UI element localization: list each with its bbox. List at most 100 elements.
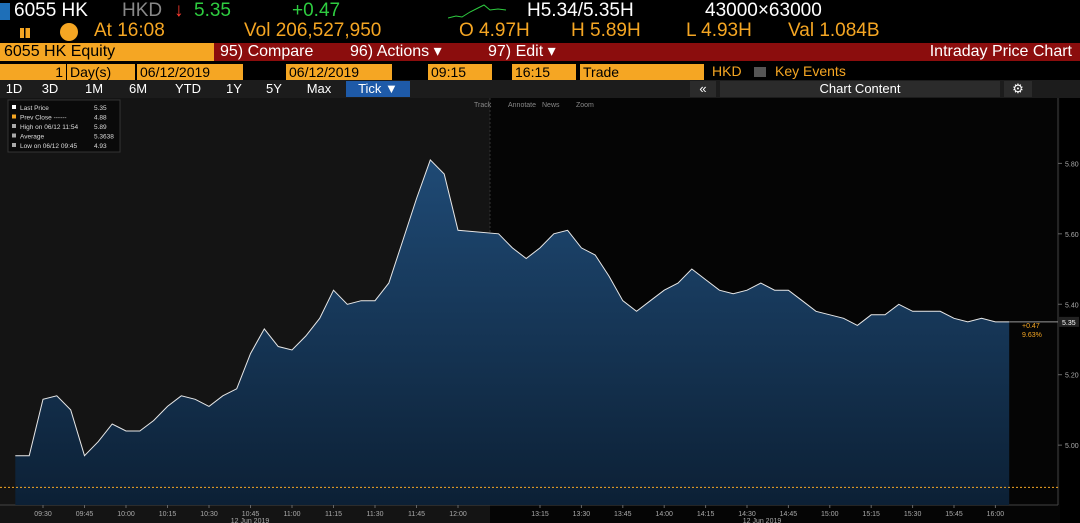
x-tick-label: 13:15 [531,511,549,518]
settings[interactable]: ⚙ [1004,81,1032,97]
legend-swatch [12,124,16,128]
chart-tool: News [542,102,560,109]
y-tick-label: 5.00 [1065,443,1079,450]
period-tab[interactable]: Tick ▼ [346,81,410,97]
legend-swatch [12,105,16,109]
x-tick-label: 11:45 [408,511,425,518]
y-tick-label: 5.60 [1065,232,1079,239]
x-tick-label: 12:00 [449,511,467,518]
price: 5.35 [194,0,231,21]
end-time[interactable]: 16:15 [512,64,576,80]
high: H 5.89H [571,20,641,41]
x-tick-label: 15:00 [821,511,839,518]
legend-value: 5.35 [94,105,107,112]
function-title: Intraday Price Chart [578,43,1080,61]
price-line [15,158,1010,457]
period-tab[interactable]: Max [306,81,332,96]
x-tick-label: 11:30 [367,511,384,518]
x-tick-label: 10:00 [117,511,135,518]
x-tick-label: 13:30 [573,511,591,518]
legend-value: 5.3638 [94,134,114,141]
chart-tool: Zoom [576,102,594,109]
checkbox[interactable] [754,67,766,77]
x-tick-label: 14:15 [697,511,715,518]
edit[interactable]: 97) Edit ▾ [482,43,578,61]
legend-swatch [12,114,16,119]
legend-label: Average [20,134,44,141]
y-tick-label: 5.20 [1065,373,1079,380]
size: 43000×63000 [705,0,822,21]
actions[interactable]: 96) Actions ▾ [344,43,482,61]
security[interactable]: 6055 HK Equity [0,43,214,61]
period-tab[interactable]: 3D [41,81,59,96]
ticker: 6055 HK [14,0,88,21]
change: +0.47 [292,0,341,21]
chart-currency: HKD [712,63,742,79]
price-area [15,159,1010,505]
y-tick-label: 5.80 [1065,161,1079,168]
legend-value: 4.93 [94,143,107,150]
end-date[interactable]: 06/12/2019 [286,64,392,80]
currency: HKD [122,0,163,21]
x-tick-label: 14:00 [655,511,673,518]
x-tick-label: 14:30 [738,511,756,518]
chart: Track Annotate News Zoom 5.00 5.20 5.40 5.60 5.8… [0,98,1079,523]
legend-label: Prev Close ------ [20,115,67,122]
sparkline [448,4,507,19]
x-tick-label: 09:45 [76,511,94,518]
x-tick-label: 11:15 [325,511,342,518]
time: At 16:08 [94,20,165,41]
pct-annotation: 9.63% [1022,332,1042,339]
period-tab[interactable]: 6M [128,81,148,96]
x-tick-label: 16:00 [987,511,1005,518]
x-tick-label: 11:00 [284,511,301,518]
x-tick-label: 14:45 [780,511,798,518]
x-tick-label: 10:30 [200,511,218,518]
days-unit[interactable]: Day(s) [67,64,135,80]
period-tab[interactable]: 1M [84,81,104,96]
x-tick-label: 15:30 [904,511,922,518]
arrow: ↓ [174,0,184,21]
indicator [0,3,10,20]
collapse[interactable]: « [690,81,716,97]
legend-label: High on 06/12 11:54 [20,124,78,131]
mode[interactable]: Trade [580,64,704,80]
last-price-tag-bg [1059,316,1079,327]
period-tab[interactable]: 1D [5,81,23,96]
start-time[interactable]: 09:15 [428,64,492,80]
legend-value: 5.89 [94,124,107,131]
compare[interactable]: 95) Compare [214,43,344,61]
date-label: 12 Jun 2019 [743,518,782,523]
bid-ask: H5.34/5.35H [527,0,634,21]
signal-icon [20,28,34,38]
x-tick-label: 15:45 [945,511,963,518]
low: L 4.93H [686,20,752,41]
chart-tool: Annotate [508,102,536,109]
x-tick-label: 13:45 [614,511,632,518]
key-events[interactable]: Key Events [775,63,846,79]
y-tick-label: 5.40 [1065,302,1079,309]
chart-tool: Track [474,102,492,109]
period-tab[interactable]: 5Y [266,81,282,96]
date-label: 12 Jun 2019 [231,518,270,523]
clock-icon[interactable] [60,23,78,41]
x-tick-label: 15:15 [862,511,880,518]
change-annotation: +0.47 [1022,323,1040,330]
legend-swatch [12,133,16,138]
legend-value: 4.88 [94,115,107,122]
days-count[interactable]: 1 [0,64,66,80]
chart-content[interactable]: Chart Content [720,81,1000,97]
period-tab[interactable]: YTD [175,81,201,96]
x-tick-label: 10:15 [159,511,177,518]
x-tick-label: 10:45 [242,511,260,518]
value-traded: Val 1.084B [788,20,880,41]
last-price-tag: 5.35 [1062,320,1076,327]
legend-label: Low on 06/12 09:45 [20,143,77,150]
legend-label: Last Price [20,105,49,112]
legend-swatch [12,143,16,147]
volume: Vol 206,527,950 [244,20,382,41]
start-date[interactable]: 06/12/2019 [137,64,243,80]
period-tab[interactable]: 1Y [226,81,242,96]
open: O 4.97H [459,20,530,41]
